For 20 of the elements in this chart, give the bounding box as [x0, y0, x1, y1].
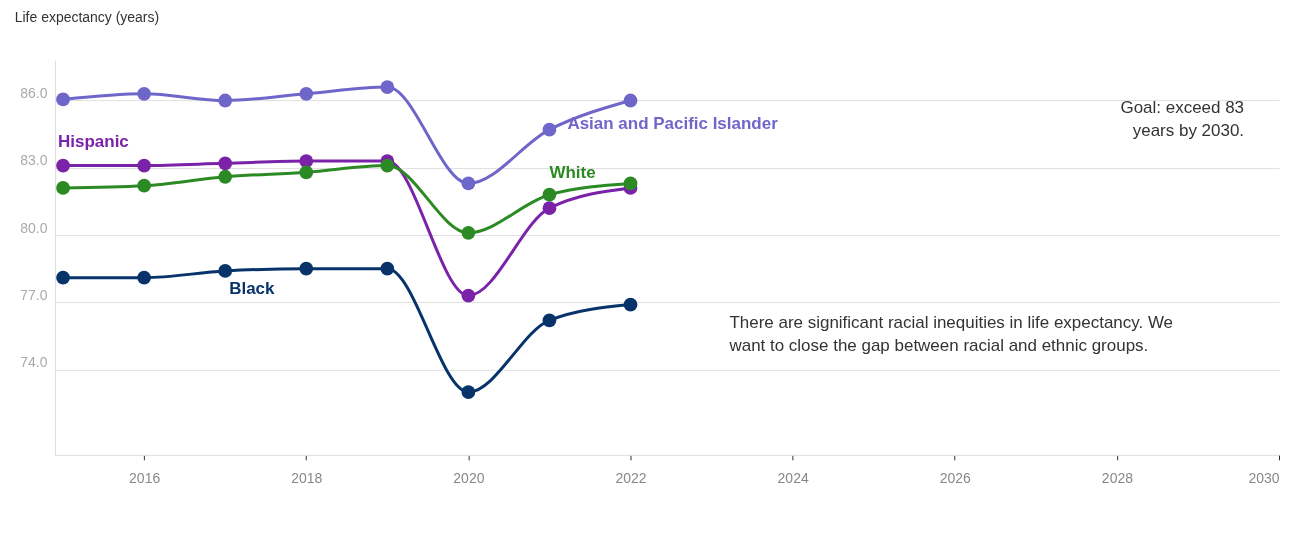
- x-tick-label: 2018: [291, 470, 323, 487]
- x-tick-label: 2016: [129, 470, 161, 487]
- x-tick-label: 2024: [777, 470, 809, 487]
- y-tick-label: 74.0: [20, 354, 48, 371]
- y-tick-label: 77.0: [20, 286, 48, 303]
- x-tick-label: 2030: [1248, 470, 1280, 487]
- series-label: White: [549, 162, 596, 182]
- y-tick-label: 83.0: [20, 152, 48, 169]
- annotation: Goal: exceed 83 years by 2030.: [1120, 98, 1245, 141]
- x-tick-label: 2026: [939, 470, 972, 487]
- x-tick-label: 2020: [453, 470, 485, 487]
- series-label: Hispanic: [58, 131, 129, 151]
- y-tick-label: 80.0: [20, 219, 48, 236]
- y-tick-label: 86.0: [20, 85, 48, 102]
- x-tick-label: 2028: [1101, 470, 1134, 487]
- series-label: Black: [229, 278, 276, 298]
- series-label: Asian and Pacific Islander: [567, 113, 779, 133]
- y-axis-title: Life expectancy (years): [14, 9, 160, 26]
- annotation: There are significant racial inequities in life expectancy. We want to close the gap between racial and ethnic groups.: [728, 312, 1174, 355]
- x-tick-label: 2022: [615, 470, 647, 487]
